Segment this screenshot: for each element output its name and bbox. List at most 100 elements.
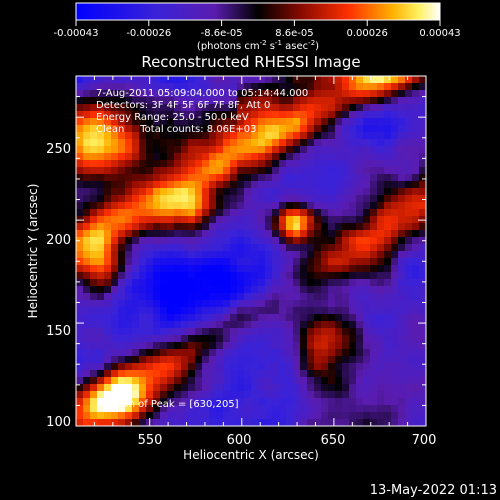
heatmap-cell — [188, 237, 196, 245]
heatmap-cell — [342, 412, 350, 420]
heatmap-cell — [405, 111, 413, 119]
heatmap-cell — [349, 167, 357, 175]
heatmap-cell — [230, 307, 238, 315]
heatmap-cell — [132, 419, 140, 426]
heatmap-cell — [104, 104, 112, 112]
heatmap-cell — [181, 391, 189, 399]
heatmap-cell — [132, 160, 140, 168]
heatmap-cell — [181, 286, 189, 294]
heatmap-cell — [286, 363, 294, 371]
heatmap-cell — [293, 391, 301, 399]
heatmap-cell — [391, 251, 399, 259]
heatmap-cell — [370, 335, 378, 343]
heatmap-cell — [76, 104, 84, 112]
heatmap-cell — [118, 363, 126, 371]
heatmap-cell — [321, 139, 329, 147]
heatmap-cell — [188, 153, 196, 161]
heatmap-cell — [146, 132, 154, 140]
heatmap-cell — [223, 188, 231, 196]
heatmap-cell — [111, 244, 119, 252]
heatmap-cell — [419, 335, 426, 343]
heatmap-cell — [118, 160, 126, 168]
heatmap-cell — [405, 356, 413, 364]
heatmap-cell — [335, 237, 343, 245]
heatmap-cell — [349, 83, 357, 91]
heatmap-cell — [90, 188, 98, 196]
heatmap-cell — [111, 223, 119, 231]
heatmap-cell — [391, 167, 399, 175]
heatmap-cell — [363, 132, 371, 140]
heatmap-cell — [216, 146, 224, 154]
heatmap-cell — [132, 391, 140, 399]
heatmap-cell — [104, 125, 112, 133]
heatmap-cell — [328, 286, 336, 294]
heatmap-cell — [328, 76, 336, 84]
heatmap-cell — [419, 160, 426, 168]
heatmap-cell — [321, 104, 329, 112]
heatmap-cell — [335, 76, 343, 84]
heatmap-cell — [398, 216, 406, 224]
heatmap-cell — [230, 300, 238, 308]
heatmap-cell — [111, 195, 119, 203]
heatmap-cell — [251, 153, 259, 161]
heatmap-cell — [237, 384, 245, 392]
heatmap-cell — [83, 188, 91, 196]
heatmap-cell — [195, 181, 203, 189]
heatmap-cell — [223, 300, 231, 308]
heatmap-cell — [272, 258, 280, 266]
heatmap-cell — [111, 384, 119, 392]
heatmap-cell — [244, 398, 252, 406]
heatmap-cell — [244, 125, 252, 133]
heatmap-cell — [356, 216, 364, 224]
heatmap-cell — [83, 202, 91, 210]
heatmap-cell — [398, 139, 406, 147]
heatmap-cell — [314, 167, 322, 175]
heatmap-cell — [342, 377, 350, 385]
heatmap-cell — [195, 363, 203, 371]
heatmap-cell — [104, 153, 112, 161]
heatmap-cell — [132, 167, 140, 175]
heatmap-cell — [181, 370, 189, 378]
heatmap-cell — [97, 307, 105, 315]
heatmap-cell — [314, 202, 322, 210]
heatmap-cell — [321, 90, 329, 98]
heatmap-cell — [412, 293, 420, 301]
heatmap-cell — [195, 286, 203, 294]
heatmap-cell — [405, 230, 413, 238]
heatmap-cell — [342, 237, 350, 245]
heatmap-cell — [195, 258, 203, 266]
heatmap-cell — [321, 335, 329, 343]
heatmap-cell — [279, 384, 287, 392]
colorbar — [75, 2, 441, 21]
heatmap-cell — [419, 314, 426, 322]
heatmap-cell — [223, 272, 231, 280]
heatmap-cell — [272, 230, 280, 238]
heatmap-cell — [300, 216, 308, 224]
heatmap-cell — [314, 419, 322, 426]
heatmap-cell — [104, 111, 112, 119]
heatmap-cell — [90, 118, 98, 126]
heatmap-cell — [384, 160, 392, 168]
heatmap-cell — [244, 244, 252, 252]
heatmap-cell — [405, 132, 413, 140]
heatmap-cell — [111, 321, 119, 329]
heatmap-cell — [76, 76, 84, 84]
heatmap-cell — [153, 174, 161, 182]
heatmap-cell — [391, 328, 399, 336]
heatmap-cell — [279, 244, 287, 252]
heatmap-cell — [314, 125, 322, 133]
heatmap-cell — [293, 202, 301, 210]
heatmap-cell — [230, 111, 238, 119]
heatmap-cell — [167, 223, 175, 231]
heatmap-cell — [167, 209, 175, 217]
heatmap-cell — [419, 293, 426, 301]
heatmap-cell — [202, 328, 210, 336]
heatmap-cell — [90, 202, 98, 210]
heatmap-cell — [307, 223, 315, 231]
heatmap-cell — [111, 111, 119, 119]
heatmap-cell — [335, 97, 343, 105]
heatmap-cell — [104, 321, 112, 329]
heatmap-cell — [223, 125, 231, 133]
heatmap-cell — [258, 195, 266, 203]
heatmap-cell — [328, 230, 336, 238]
